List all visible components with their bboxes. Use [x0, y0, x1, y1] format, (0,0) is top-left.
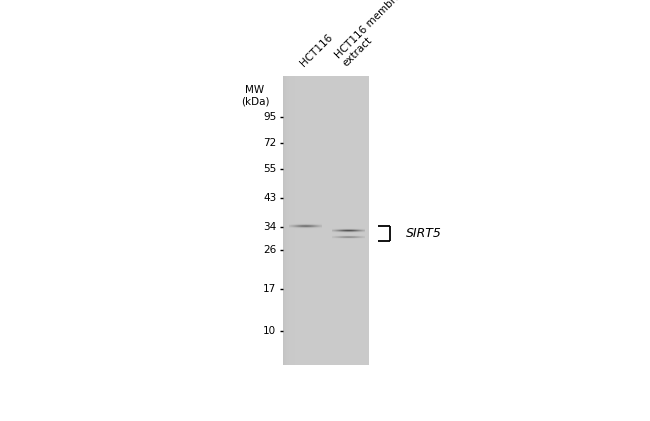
- Text: MW
(kDa): MW (kDa): [240, 85, 269, 106]
- Text: 95: 95: [263, 112, 276, 122]
- Text: 72: 72: [263, 138, 276, 148]
- Text: 43: 43: [263, 193, 276, 203]
- Text: SIRT5: SIRT5: [406, 226, 442, 240]
- Text: 26: 26: [263, 245, 276, 255]
- Text: HCT116: HCT116: [298, 32, 335, 68]
- Text: 17: 17: [263, 284, 276, 294]
- Text: 10: 10: [263, 326, 276, 336]
- Text: 34: 34: [263, 222, 276, 232]
- Text: 55: 55: [263, 164, 276, 174]
- Text: HCT116 membrane
extract: HCT116 membrane extract: [333, 0, 420, 68]
